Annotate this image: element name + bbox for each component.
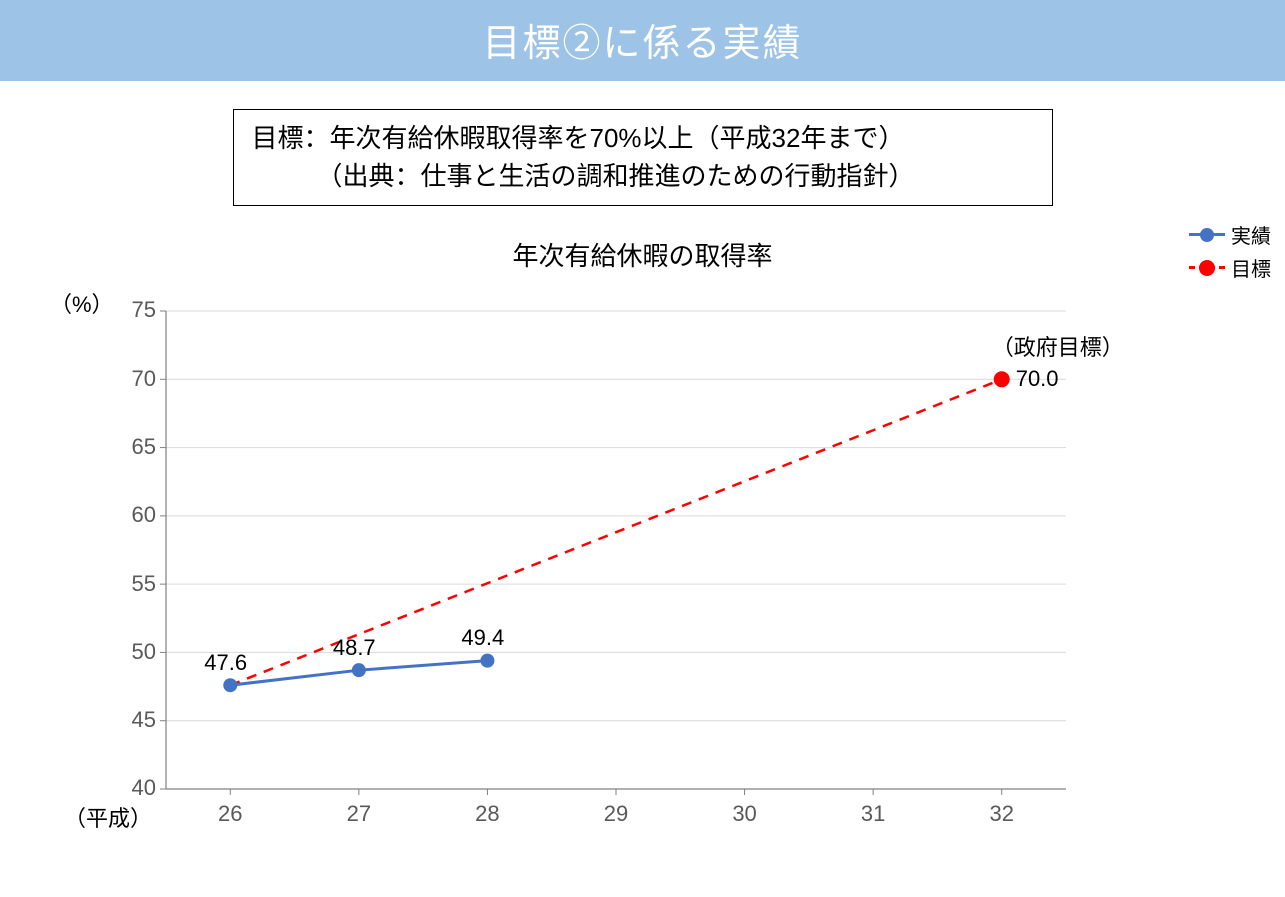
legend-swatch-actual <box>1189 233 1225 236</box>
legend-marker-actual <box>1200 228 1214 242</box>
data-label-actual-47.6: 47.6 <box>204 650 247 676</box>
legend-label-target: 目標 <box>1231 253 1271 282</box>
y-tick-50: 50 <box>116 639 156 665</box>
legend-item-target: 目標 <box>1189 253 1271 282</box>
x-tick-31: 31 <box>853 801 893 827</box>
page-title-text: 目標②に係る実績 <box>482 23 802 65</box>
data-label-actual-48.7: 48.7 <box>333 635 376 661</box>
legend-swatch-target <box>1189 266 1225 269</box>
goal-description-box: 目標：年次有給休暇取得率を70%以上（平成32年まで） （出典：仕事と生活の調和… <box>233 109 1053 206</box>
y-tick-40: 40 <box>116 775 156 801</box>
target-annotation: （政府目標） <box>992 330 1124 362</box>
chart-legend: 実績 目標 <box>1189 220 1271 286</box>
page-title-bar: 目標②に係る実績 <box>0 0 1285 81</box>
legend-label-actual: 実績 <box>1231 220 1271 249</box>
x-tick-29: 29 <box>596 801 636 827</box>
data-label-actual-49.4: 49.4 <box>461 625 504 651</box>
x-tick-30: 30 <box>725 801 765 827</box>
x-tick-26: 26 <box>210 801 250 827</box>
y-tick-70: 70 <box>116 366 156 392</box>
y-tick-60: 60 <box>116 502 156 528</box>
x-tick-27: 27 <box>339 801 379 827</box>
chart-svg <box>40 291 1240 851</box>
y-tick-45: 45 <box>116 707 156 733</box>
x-axis-unit-label: （平成） <box>64 801 152 833</box>
x-tick-28: 28 <box>467 801 507 827</box>
y-tick-55: 55 <box>116 571 156 597</box>
legend-marker-target <box>1199 260 1215 276</box>
chart-title: 年次有給休暇の取得率 <box>0 236 1285 273</box>
y-tick-75: 75 <box>116 297 156 323</box>
legend-item-actual: 実績 <box>1189 220 1271 249</box>
data-label-target-70: 70.0 <box>1016 366 1059 392</box>
goal-description-line1: 目標：年次有給休暇取得率を70%以上（平成32年まで） <box>252 120 1034 158</box>
chart-area: （%） 404550556065707526272829303132（平成）70… <box>40 291 1240 851</box>
x-tick-32: 32 <box>982 801 1022 827</box>
goal-description-line2: （出典：仕事と生活の調和推進のための行動指針） <box>252 158 1034 196</box>
y-tick-65: 65 <box>116 434 156 460</box>
